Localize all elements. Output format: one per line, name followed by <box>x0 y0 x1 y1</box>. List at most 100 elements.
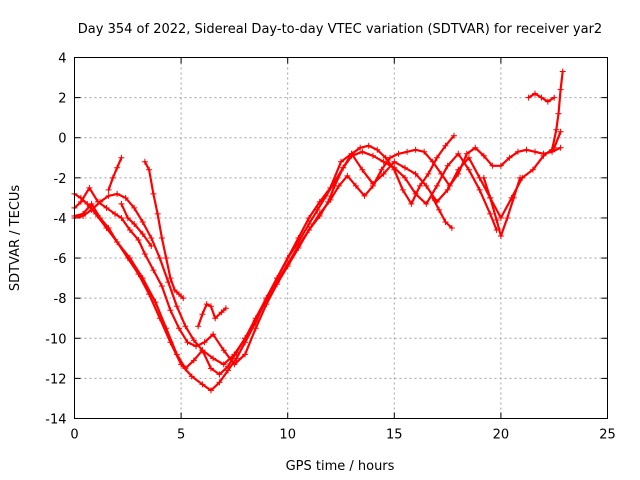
data-point <box>399 186 406 193</box>
data-point <box>114 239 121 246</box>
data-point <box>252 325 259 332</box>
segment-late-dip <box>480 174 524 239</box>
data-point <box>423 182 430 189</box>
data-point <box>559 68 566 75</box>
data-point <box>173 351 180 358</box>
data-point <box>210 355 217 362</box>
data-point <box>557 128 564 135</box>
data-point <box>465 154 472 161</box>
data-point <box>210 331 217 338</box>
data-point <box>374 146 381 153</box>
data-point <box>423 200 430 207</box>
data-point <box>284 261 291 268</box>
data-point <box>497 232 504 239</box>
data-point <box>124 214 131 221</box>
data-point <box>433 154 440 161</box>
data-point <box>553 126 560 133</box>
data-point <box>391 158 398 165</box>
data-point <box>387 154 394 161</box>
data-point <box>199 311 206 318</box>
data-point <box>139 230 146 237</box>
data-point <box>544 98 551 105</box>
x-tick-label: 0 <box>70 428 78 443</box>
data-point <box>150 190 157 197</box>
data-point <box>369 182 376 189</box>
data-point <box>359 166 366 173</box>
data-point <box>220 347 227 354</box>
series-line <box>143 160 185 300</box>
data-point <box>540 150 547 157</box>
data-point <box>412 170 419 177</box>
x-tick-labels: 0 5 10 15 20 25 <box>70 428 615 443</box>
plot-frame <box>74 57 608 419</box>
data-point <box>327 196 334 203</box>
series-track-b <box>71 148 500 372</box>
data-point <box>306 214 313 221</box>
data-point <box>295 243 302 250</box>
data-point <box>551 94 558 101</box>
data-point <box>421 148 428 155</box>
data-point <box>242 335 249 342</box>
data-point <box>114 190 121 197</box>
data-point <box>416 182 423 189</box>
segment-left-dip <box>118 200 155 250</box>
y-tick-label: -10 <box>45 332 66 347</box>
axis-ticks <box>74 57 608 419</box>
data-point <box>517 174 524 181</box>
data-point <box>344 172 351 179</box>
data-point <box>190 337 197 344</box>
data-point <box>131 220 138 227</box>
data-point <box>504 214 511 221</box>
data-point <box>220 361 227 368</box>
data-point <box>549 146 556 153</box>
data-point <box>126 255 133 262</box>
data-point <box>184 339 191 346</box>
y-tick-label: -4 <box>54 212 67 227</box>
x-tick-label: 25 <box>599 428 616 443</box>
grid <box>74 57 608 419</box>
series-line <box>73 146 562 376</box>
data-point <box>114 164 121 171</box>
data-point <box>207 365 214 372</box>
chart-title: Day 354 of 2022, Sidereal Day-to-day VTE… <box>78 22 602 37</box>
data-point <box>77 198 84 205</box>
segment-upper-right-rise <box>525 90 558 105</box>
y-tick-label: 4 <box>58 52 66 67</box>
data-series <box>71 68 566 394</box>
data-point <box>425 170 432 177</box>
data-point <box>173 303 180 310</box>
data-point <box>165 279 172 286</box>
data-point <box>131 204 138 211</box>
y-tick-label: -2 <box>54 172 67 187</box>
data-point <box>359 148 366 155</box>
data-point <box>122 194 129 201</box>
data-point <box>335 182 342 189</box>
segment-early-spike <box>105 154 125 193</box>
data-point <box>284 255 291 262</box>
data-point <box>348 150 355 157</box>
data-point <box>306 226 313 233</box>
data-point <box>444 162 451 169</box>
segment-hump <box>195 301 229 330</box>
x-tick-label: 10 <box>279 428 296 443</box>
data-point <box>212 315 219 322</box>
data-point <box>126 226 133 233</box>
data-point <box>216 371 223 378</box>
data-point <box>306 220 313 227</box>
data-point <box>195 323 202 330</box>
data-point <box>242 351 249 358</box>
data-point <box>139 275 146 282</box>
data-point <box>523 146 530 153</box>
data-point <box>216 379 223 386</box>
data-point <box>225 363 232 370</box>
data-point <box>557 144 564 151</box>
data-point <box>448 224 455 231</box>
data-point <box>438 170 445 177</box>
data-point <box>380 170 387 177</box>
data-point <box>233 355 240 362</box>
data-point <box>480 152 487 159</box>
data-point <box>274 279 281 286</box>
data-point <box>118 200 125 207</box>
series-line <box>482 176 522 238</box>
data-point <box>357 144 364 151</box>
